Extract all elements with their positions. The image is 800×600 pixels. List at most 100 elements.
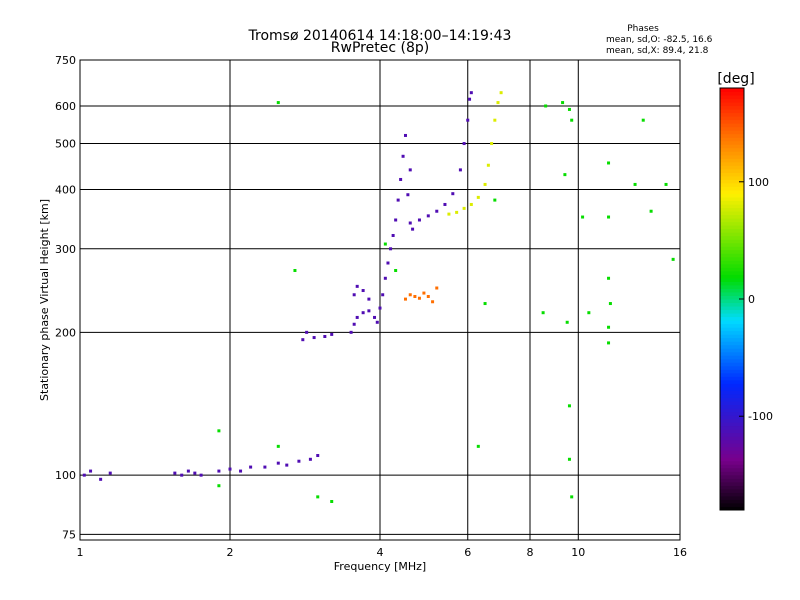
colorbar-segment [720, 368, 744, 374]
colorbar-segment [720, 256, 744, 261]
data-point [493, 198, 497, 202]
data-point [394, 218, 398, 222]
colorbar-segment [720, 294, 744, 300]
colorbar-segment [720, 337, 744, 342]
colorbar-segment [720, 98, 744, 103]
colorbar-segment [720, 386, 744, 391]
colorbar-segment [720, 154, 744, 159]
colorbar-segment [720, 491, 744, 497]
colorbar-segment [720, 200, 744, 205]
colorbar-segment [720, 404, 744, 409]
colorbar-segment [720, 502, 744, 507]
data-point [316, 495, 320, 499]
colorbar-tick-label: -100 [748, 410, 773, 423]
colorbar-segment [720, 112, 744, 117]
colorbar-segment [720, 224, 744, 230]
chart-title: Tromsø 20140614 14:18:00–14:19:43 [248, 28, 512, 44]
data-point [352, 293, 356, 297]
colorbar-segment [720, 375, 744, 381]
colorbar-segment [720, 418, 744, 423]
colorbar-segment [720, 266, 744, 272]
data-point [408, 168, 412, 172]
data-point [417, 296, 421, 300]
colorbar-segment [720, 505, 744, 511]
colorbar-segment [720, 460, 744, 465]
data-point [486, 163, 490, 167]
colorbar-segment [720, 263, 744, 268]
colorbar-segment [720, 252, 744, 258]
colorbar-segment [720, 379, 744, 384]
x-tick-label: 6 [464, 546, 471, 559]
colorbar-segment [720, 439, 744, 444]
colorbar-segment [720, 389, 744, 395]
data-point [406, 193, 410, 197]
data-point [355, 284, 359, 288]
data-point [349, 330, 353, 334]
data-point [99, 477, 103, 481]
colorbar-segment [720, 161, 744, 166]
data-point [108, 471, 112, 475]
colorbar-segment [720, 217, 744, 223]
colorbar-segment [720, 143, 744, 149]
data-point [413, 294, 417, 298]
colorbar-segment [720, 449, 744, 455]
data-point [607, 276, 611, 280]
data-point [361, 311, 365, 315]
x-axis-label: Frequency [MHz] [334, 560, 426, 573]
data-point [499, 91, 503, 95]
colorbar-segment [720, 171, 744, 177]
y-tick-label: 200 [55, 326, 76, 339]
data-point [367, 309, 371, 313]
data-point [496, 101, 500, 105]
data-point [649, 209, 653, 213]
data-point [417, 218, 421, 222]
colorbar-segment [720, 393, 744, 398]
data-point [607, 325, 611, 329]
colorbar-segment [720, 456, 744, 462]
colorbar-segment [720, 421, 744, 427]
colorbar-segment [720, 488, 744, 493]
colorbar-segment [720, 432, 744, 437]
colorbar-segment [720, 463, 744, 469]
colorbar-tick-label: 100 [748, 176, 769, 189]
y-tick-label: 750 [55, 54, 76, 67]
colorbar-segment [720, 193, 744, 198]
data-point [228, 467, 232, 471]
data-point [565, 320, 569, 324]
colorbar-segment [720, 365, 744, 370]
colorbar-segment [720, 474, 744, 479]
data-point [389, 247, 393, 251]
data-point [391, 233, 395, 237]
colorbar-segment [720, 108, 744, 114]
colorbar-segment [720, 287, 744, 293]
data-point [217, 469, 221, 473]
colorbar-segment [720, 119, 744, 124]
y-tick-labels: 75 100 200 300 400 500 600 750 [55, 54, 76, 541]
data-point [305, 330, 309, 334]
colorbar-segment [720, 157, 744, 163]
data-point [367, 297, 371, 301]
data-point [89, 469, 93, 473]
data-point [323, 335, 327, 339]
data-point [386, 261, 390, 265]
colorbar-segment [720, 407, 744, 413]
data-point [476, 444, 480, 448]
data-point [383, 276, 387, 280]
data-point [561, 101, 565, 105]
y-tick-label: 500 [55, 138, 76, 151]
colorbar-segment [720, 231, 744, 237]
data-point [217, 484, 221, 488]
data-point [186, 469, 190, 473]
data-point [458, 168, 462, 172]
colorbar-segment [720, 442, 744, 448]
data-point [403, 133, 407, 137]
colorbar-segment [720, 221, 744, 226]
colorbar-segment [720, 249, 744, 254]
colorbar-segment [720, 358, 744, 363]
colorbar-segment [720, 238, 744, 244]
data-point [408, 293, 412, 297]
data-point [570, 495, 574, 499]
colorbar-segment [720, 330, 744, 335]
data-point [401, 154, 405, 158]
colorbar-segment [720, 326, 744, 332]
